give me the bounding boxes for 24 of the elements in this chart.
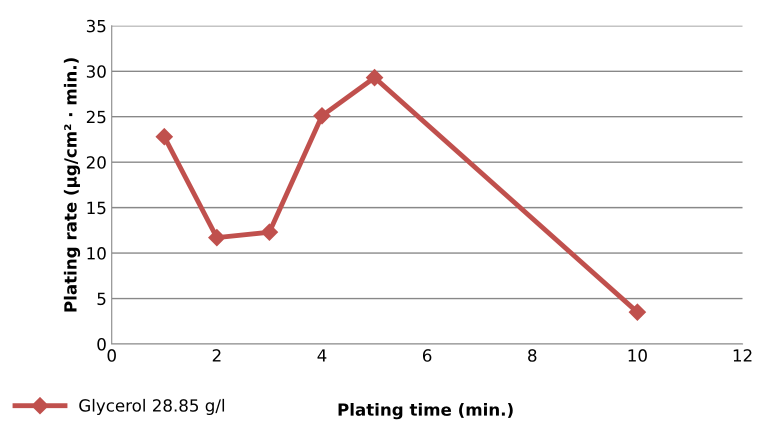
point [628, 304, 646, 321]
y-tick-label: 25 [86, 110, 106, 124]
x-tick-label: 12 [734, 349, 752, 362]
x-tick-label: 0 [108, 349, 116, 362]
point [260, 224, 278, 241]
legend-label: Glycerol 28.85 g/l [79, 398, 224, 415]
x-tick-label: 2 [212, 349, 220, 362]
x-tick-label: 6 [422, 349, 432, 362]
point [366, 69, 384, 86]
x-tick-label: 4 [318, 349, 326, 362]
point [156, 128, 173, 146]
x-axis-title: Plating time (min.) [338, 402, 513, 420]
x-tick-label: 8 [528, 349, 536, 362]
y-tick-label: 5 [98, 292, 106, 306]
y-tick-label: 10 [87, 247, 106, 260]
point [208, 229, 226, 246]
y-axis-title: Plating rate (µg/cm² · min.) [64, 58, 80, 312]
point [313, 107, 331, 124]
y-tick-label: 0 [97, 338, 106, 351]
y-tick-label: 20 [86, 156, 106, 169]
x-tick-label: 10 [628, 349, 647, 362]
y-tick-label: 30 [86, 65, 106, 78]
y-tick-label: 15 [87, 202, 106, 214]
y-tick-label: 35 [86, 20, 106, 32]
